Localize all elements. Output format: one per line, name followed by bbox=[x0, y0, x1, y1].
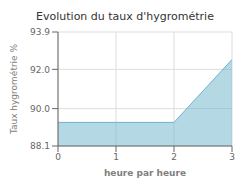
svg-text:Taux hygrométrie %: Taux hygrométrie % bbox=[9, 43, 19, 135]
html-text:Evolution du taux d'hygrométri: Evolution du taux d'hygrométrie bbox=[36, 10, 214, 23]
svg-text:1: 1 bbox=[113, 152, 119, 162]
svg-text:3: 3 bbox=[229, 152, 235, 162]
svg-text:93.9: 93.9 bbox=[30, 27, 50, 37]
svg-text:92.0: 92.0 bbox=[30, 65, 50, 75]
svg-text:2: 2 bbox=[171, 152, 177, 162]
svg-text:88.1: 88.1 bbox=[30, 141, 50, 151]
svg-text:90.0: 90.0 bbox=[30, 104, 50, 114]
svg-text:0: 0 bbox=[55, 152, 61, 162]
svg-text:heure par heure: heure par heure bbox=[104, 168, 186, 178]
